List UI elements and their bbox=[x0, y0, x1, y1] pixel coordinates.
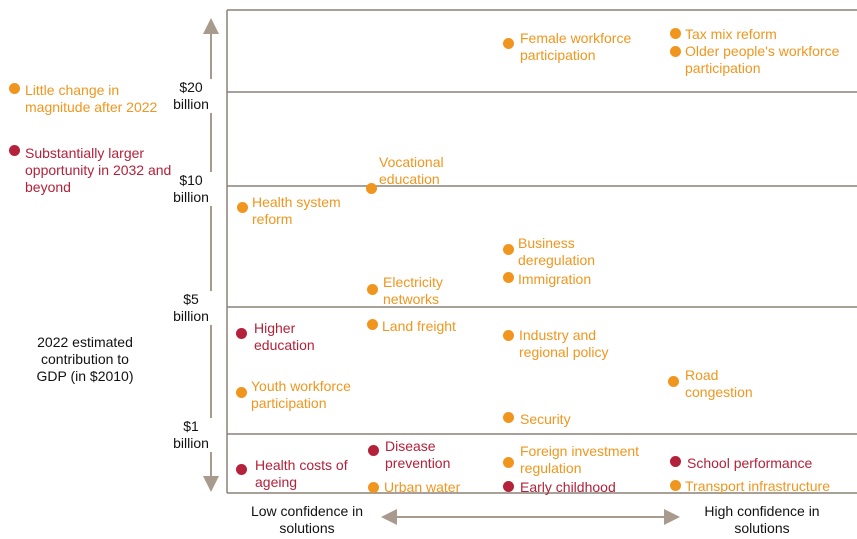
legend-label: Little change in magnitude after 2022 bbox=[25, 82, 158, 115]
item-label: Youth workforce participation bbox=[251, 378, 351, 411]
item-label: Vocational education bbox=[379, 154, 444, 187]
x-high-label: High confidence in solutions bbox=[704, 503, 820, 536]
item-dot bbox=[366, 283, 378, 295]
item-label: Road congestion bbox=[685, 367, 753, 400]
x-low-label: Low confidence in solutions bbox=[250, 503, 364, 536]
item-label: Disease prevention bbox=[385, 438, 451, 471]
item-dot bbox=[502, 243, 514, 255]
item-label: Land freight bbox=[382, 318, 456, 334]
item-dot bbox=[502, 456, 514, 468]
item-label: Tax mix reform bbox=[685, 26, 777, 42]
item-label: Immigration bbox=[518, 271, 592, 287]
item-label: Transport infrastructure bbox=[685, 478, 830, 494]
item-dot bbox=[502, 480, 514, 492]
item-label: Urban water bbox=[384, 479, 461, 495]
y-tick: $5 billion bbox=[166, 291, 216, 325]
item-label: School performance bbox=[687, 455, 813, 471]
item-dot bbox=[502, 411, 514, 423]
item-label: Foreign investment regulation bbox=[520, 443, 640, 476]
item-label: Older people's workforce participation bbox=[685, 43, 840, 76]
item-label: Electricity networks bbox=[383, 274, 443, 307]
item-dot bbox=[235, 386, 247, 398]
legend-label: Substantially larger opportunity in 2032… bbox=[25, 145, 172, 195]
item-dot bbox=[667, 375, 679, 387]
item-label: Higher education bbox=[254, 320, 315, 353]
y-tick: $1 billion bbox=[166, 418, 216, 452]
item-dot bbox=[669, 479, 681, 491]
item-dot bbox=[367, 481, 379, 493]
item-dot bbox=[365, 182, 377, 194]
y-axis-title: 2022 estimated contribution to GDP (in $… bbox=[36, 334, 134, 384]
item-dot bbox=[236, 201, 248, 213]
item-dot bbox=[502, 329, 514, 341]
item-dot bbox=[366, 318, 378, 330]
y-tick: $20 billion bbox=[166, 79, 216, 113]
legend-dot bbox=[8, 82, 20, 94]
item-label: Industry and regional policy bbox=[519, 327, 609, 360]
item-label: Female workforce participation bbox=[520, 30, 632, 63]
grid bbox=[226, 9, 857, 494]
item-dot bbox=[669, 45, 681, 57]
item-dot bbox=[502, 37, 514, 49]
item-dot bbox=[235, 327, 247, 339]
item-label: Business deregulation bbox=[518, 235, 596, 268]
item-dot bbox=[235, 463, 247, 475]
item-label: Security bbox=[520, 411, 571, 427]
item-dot bbox=[669, 455, 681, 467]
item-label: Health system reform bbox=[252, 194, 341, 227]
legend-dot bbox=[8, 144, 20, 156]
item-dot bbox=[502, 271, 514, 283]
item-dot bbox=[669, 27, 681, 39]
item-label: Health costs of ageing bbox=[255, 457, 348, 490]
y-tick: $10 billion bbox=[166, 172, 216, 206]
item-dot bbox=[367, 444, 379, 456]
item-label: Early childhood bbox=[520, 479, 616, 495]
